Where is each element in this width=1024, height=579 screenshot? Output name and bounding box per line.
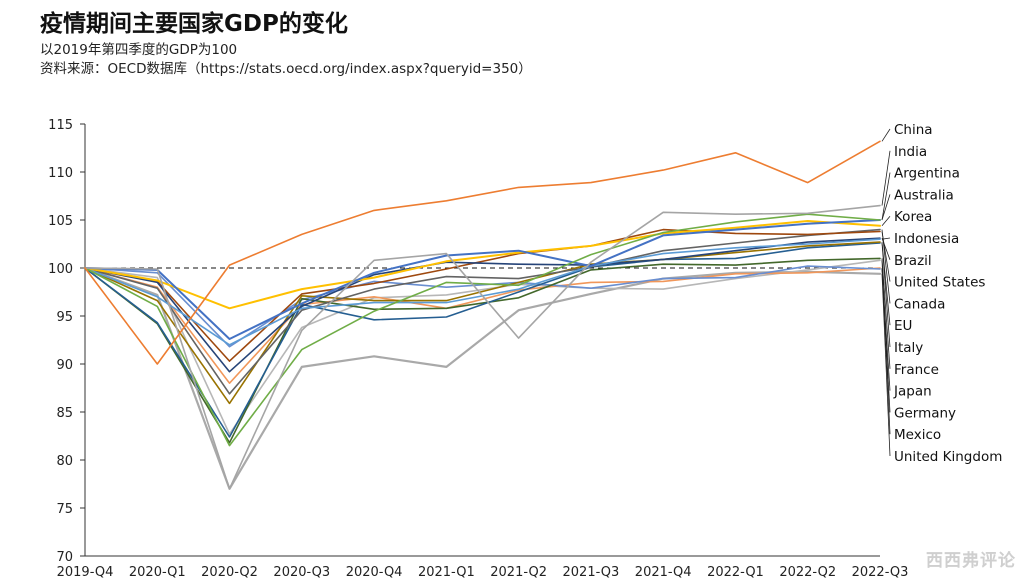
series-label-italy: Italy [894,340,923,356]
series-line-australia [84,219,881,340]
leader-line-france [881,258,891,369]
series-label-brazil: Brazil [894,253,932,269]
series-line-united-states [84,228,881,362]
leader-line-korea [881,215,891,227]
x-tick-label: 2022-Q1 [707,565,764,579]
y-tick-label: 70 [56,550,73,565]
x-tick-label: 2021-Q2 [490,565,547,579]
x-tick-label: 2022-Q3 [852,565,909,579]
series-line-eu [84,241,881,405]
y-tick-label: 85 [56,406,73,421]
x-tick-label: 2021-Q3 [563,565,620,579]
y-tick-label: 100 [48,262,73,277]
y-tick-label: 75 [56,502,73,517]
series-line-brazil [84,237,881,373]
series-label-india: India [894,144,927,160]
leader-line-italy [881,242,891,348]
series-label-mexico: Mexico [894,427,941,443]
series-line-china [84,140,881,365]
data-source: 资料来源：OECD数据库（https://stats.oecd.org/inde… [40,61,532,77]
series-label-australia: Australia [894,187,954,203]
y-tick-label: 115 [48,118,73,133]
series-label-united-kingdom: United Kingdom [894,449,1002,465]
leader-line-china [881,128,891,142]
series-line-japan [84,265,881,348]
series-line-united-kingdom [83,266,882,490]
y-tick-label: 105 [48,214,73,229]
watermark: 西西弗评论 [926,551,1016,571]
series-label-eu: EU [894,318,912,334]
leader-line-canada [881,229,891,304]
series-label-argentina: Argentina [894,166,960,182]
x-tick-label: 2020-Q4 [346,565,403,579]
series-label-france: France [894,362,939,378]
series-label-korea: Korea [894,209,932,225]
x-tick-label: 2020-Q2 [201,565,258,579]
series-line-italy [84,242,881,438]
y-tick-label: 90 [56,358,73,373]
series-line-argentina [84,213,881,447]
x-tick-label: 2020-Q3 [273,565,330,579]
leader-line-mexico [881,260,891,435]
series-line-korea [84,220,881,310]
leader-line-argentina [881,172,891,221]
series-line-germany [84,267,881,385]
chart-subtitle: 以2019年第四季度的GDP为100 [40,42,238,58]
series-label-china: China [894,122,933,138]
series-label-united-states: United States [894,275,985,291]
series-line-canada [84,228,881,395]
x-tick-label: 2021-Q1 [418,565,475,579]
series-label-japan: Japan [893,384,932,400]
leader-line-australia [881,194,891,221]
y-tick-label: 110 [48,166,73,181]
series-label-canada: Canada [894,296,945,312]
series-line-mexico [84,259,881,435]
x-tick-label: 2022-Q2 [779,565,836,579]
series-line-india [84,204,881,490]
leader-line-india [881,150,891,206]
leader-line-united-kingdom [881,273,891,457]
x-tick-label: 2019-Q4 [57,565,114,579]
series-label-indonesia: Indonesia [894,231,959,247]
x-tick-label: 2020-Q1 [129,565,186,579]
y-tick-label: 95 [56,310,73,325]
chart-title: 疫情期间主要国家GDP的变化 [40,11,348,37]
series-label-germany: Germany [894,405,956,421]
y-tick-label: 80 [56,454,73,469]
x-tick-label: 2021-Q4 [635,565,692,579]
